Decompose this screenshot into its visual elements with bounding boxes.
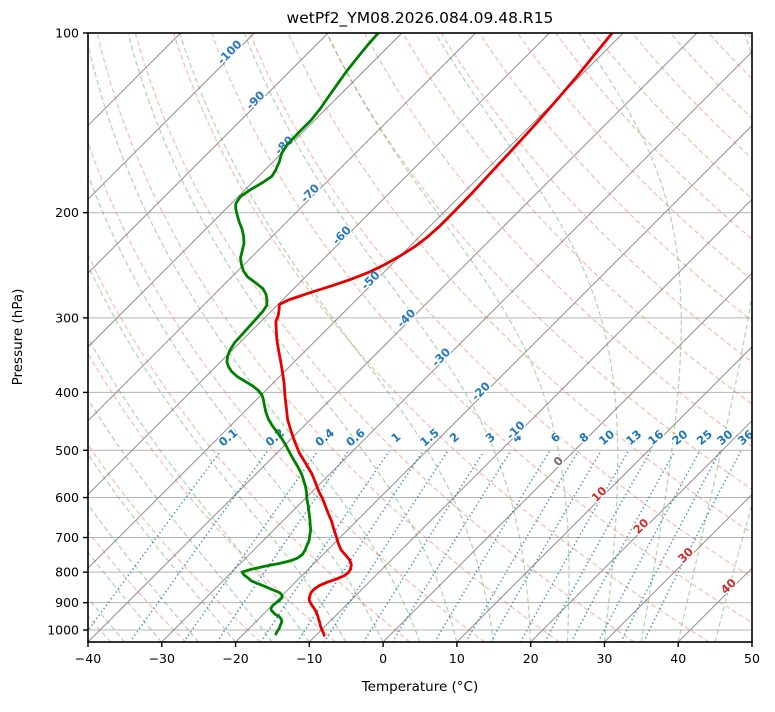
x-tick-label: 50: [744, 651, 760, 666]
mixing-ratio-line: [466, 451, 578, 642]
mixing-ratio-label: 0.4: [312, 426, 337, 450]
isotherm-label: 40: [718, 576, 739, 597]
moist-adiabat: [425, 16, 617, 642]
mixing-ratio-label: 2: [447, 429, 462, 445]
x-tick-label: −40: [75, 651, 101, 666]
isotherm-label: -20: [468, 379, 493, 404]
isotherm-line: [0, 33, 328, 642]
isotherm-line: [0, 33, 254, 642]
dry-adiabat: [21, 33, 411, 643]
x-tick-label: 40: [670, 651, 686, 666]
mixing-ratio-line: [363, 451, 484, 642]
dry-adiabat: [364, 33, 775, 643]
dry-adiabat: [288, 33, 775, 643]
isotherm-label: 30: [675, 545, 696, 566]
y-tick-label: 700: [55, 530, 79, 545]
dewpoint-curve: [227, 33, 378, 634]
y-tick-label: 900: [55, 595, 79, 610]
isotherm-label: -60: [329, 223, 354, 248]
mixing-ratio-label: 25: [694, 427, 715, 448]
dry-adiabat: [0, 33, 261, 643]
dry-adiabat: [746, 33, 775, 643]
isotherm-label: -10: [503, 418, 528, 443]
dry-adiabat: [173, 33, 709, 643]
y-tick-label: 500: [55, 443, 79, 458]
x-tick-label: −20: [222, 651, 248, 666]
isotherm-line: [531, 33, 775, 642]
x-tick-label: 10: [449, 651, 465, 666]
mixing-ratio-label: 10: [596, 427, 617, 448]
mixing-ratio-label: 30: [714, 427, 735, 448]
y-tick-label: 400: [55, 385, 79, 400]
mixing-ratio-label: 1.5: [417, 426, 442, 450]
isotherm-line: [309, 33, 775, 642]
x-tick-label: −30: [149, 651, 175, 666]
isotherm-line: [0, 33, 181, 642]
isotherm-label: -100: [214, 37, 244, 67]
dry-adiabat: [59, 33, 485, 643]
isotherm-line: [752, 33, 775, 642]
moist-adiabat: [124, 16, 457, 642]
isotherm-line: [678, 33, 775, 642]
plot-background-layers: [0, 16, 775, 642]
y-tick-label: 800: [55, 565, 79, 580]
isotherm-label: -30: [429, 345, 454, 370]
moist-adiabat: [0, 16, 235, 642]
y-tick-label: 200: [55, 205, 79, 220]
mixing-ratio-line: [571, 451, 675, 642]
x-tick-label: 0: [379, 651, 387, 666]
temperature-curve: [276, 33, 612, 635]
isotherm-label: 20: [630, 516, 651, 537]
isotherm-line: [0, 33, 549, 642]
mixing-ratio-label: 3: [483, 429, 498, 445]
mixing-ratio-label: 16: [645, 427, 666, 448]
dry-adiabat: [632, 33, 775, 643]
mixing-ratio-line: [520, 451, 628, 642]
dry-adiabat: [708, 33, 775, 643]
isotherm-label: -90: [243, 88, 268, 113]
dry-adiabat: [479, 33, 775, 643]
moist-adiabat: [0, 16, 309, 642]
isotherm-label: 10: [588, 484, 609, 505]
x-tick-label: −10: [296, 651, 322, 666]
mixing-ratio-label: 0.1: [216, 426, 241, 450]
y-tick-label: 1000: [47, 623, 79, 638]
y-tick-label: 600: [55, 490, 79, 505]
x-tick-label: 30: [596, 651, 612, 666]
isotherm-line: [457, 33, 775, 642]
isotherm-label: 0: [550, 453, 566, 469]
mixing-ratio-line: [324, 451, 448, 642]
isotherm-line: [14, 33, 623, 642]
dry-adiabat: [441, 33, 775, 643]
y-tick-label: 100: [55, 26, 79, 41]
isotherm-label: -70: [298, 181, 323, 206]
dry-adiabat: [326, 33, 775, 643]
y-axis-title: Pressure (hPa): [10, 289, 26, 386]
moist-adiabat: [319, 16, 569, 642]
moist-adiabat: [0, 16, 272, 642]
x-axis-title: Temperature (°C): [361, 679, 479, 695]
mixing-ratio-label: 1: [388, 429, 403, 445]
dry-adiabat: [0, 33, 335, 643]
mixing-ratio-label: 13: [623, 427, 644, 448]
mixing-ratio-label: 8: [576, 429, 591, 445]
mixing-ratio-line: [435, 451, 550, 642]
chart-title: wetPf2_YM08.2026.084.09.48.R15: [287, 9, 554, 28]
y-tick-label: 300: [55, 310, 79, 325]
mixing-ratio-label: 20: [669, 427, 690, 448]
moist-adiabat: [715, 16, 775, 642]
isotherm-label: -40: [394, 306, 419, 331]
mixing-ratio-label: 36: [735, 427, 756, 448]
mixing-ratio-line: [545, 451, 651, 642]
moist-adiabat: [47, 16, 383, 642]
x-tick-label: 20: [523, 651, 539, 666]
